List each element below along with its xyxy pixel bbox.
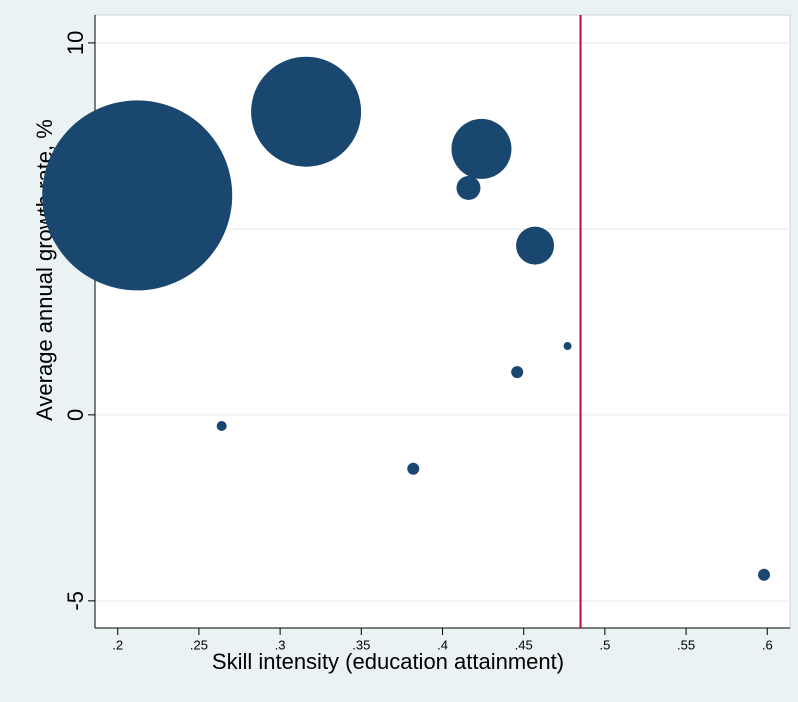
bubble	[42, 100, 233, 291]
x-tick-label: .3	[275, 637, 286, 652]
x-axis-title: Skill intensity (education attainment)	[212, 649, 564, 674]
bubble	[758, 568, 771, 581]
bubble	[456, 175, 481, 200]
x-tick-label: .4	[437, 637, 448, 652]
bubble	[451, 118, 512, 179]
bubble	[516, 226, 555, 265]
x-tick-label: .55	[677, 637, 695, 652]
x-tick-label: .6	[762, 637, 773, 652]
bubble	[563, 342, 572, 351]
x-tick-label: .25	[190, 637, 208, 652]
plot-area	[94, 14, 791, 629]
bubble	[251, 56, 362, 167]
x-tick-label: .35	[352, 637, 370, 652]
y-tick-label: 0	[63, 409, 88, 421]
x-tick-label: .2	[112, 637, 123, 652]
bubble	[216, 421, 227, 432]
x-tick-label: .45	[515, 637, 533, 652]
x-tick-label: .5	[599, 637, 610, 652]
bubble	[511, 366, 524, 379]
y-tick-label: 10	[63, 31, 88, 55]
bubble	[407, 462, 420, 475]
y-tick-label: -5	[63, 591, 88, 611]
